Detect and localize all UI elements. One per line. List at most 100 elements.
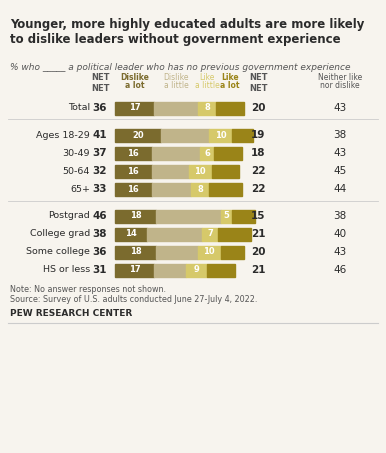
Text: % who _____ a political leader who has no previous government experience: % who _____ a political leader who has n… [10,63,350,72]
Text: Neither like: Neither like [318,73,362,82]
Bar [152,183,191,196]
Text: College grad: College grad [30,230,90,238]
Text: 44: 44 [334,184,347,194]
Text: Younger, more highly educated adults are more likely
to dislike leaders without : Younger, more highly educated adults are… [10,18,364,46]
Text: Note: No answer responses not shown.: Note: No answer responses not shown. [10,285,166,294]
Text: 14: 14 [125,230,137,238]
Text: Ages 18-29: Ages 18-29 [36,130,90,140]
Text: NET: NET [91,84,109,93]
Text: 16: 16 [127,167,139,175]
Text: Dislike: Dislike [120,73,149,82]
Bar [221,209,232,222]
Text: 21: 21 [251,229,265,239]
Text: 31: 31 [93,265,107,275]
Bar [115,146,152,159]
Text: 38: 38 [334,211,347,221]
Text: 22: 22 [251,184,265,194]
Text: 8: 8 [197,184,203,193]
Bar [186,264,207,276]
Text: 8: 8 [204,103,210,112]
Text: Postgrad: Postgrad [48,212,90,221]
Bar [216,101,244,115]
Bar [154,101,198,115]
Bar [212,164,239,178]
Bar [189,164,212,178]
Text: 22: 22 [251,166,265,176]
Bar [198,101,216,115]
Bar [214,146,242,159]
Text: 40: 40 [334,229,347,239]
Bar [152,164,189,178]
Bar [232,129,253,141]
Text: 9: 9 [194,265,200,275]
Bar [232,209,255,222]
Text: 41: 41 [93,130,107,140]
Bar [161,129,209,141]
Text: Total: Total [68,103,90,112]
Text: 18: 18 [130,247,142,256]
Text: a lot: a lot [220,81,240,90]
Text: HS or less: HS or less [43,265,90,275]
Text: PEW RESEARCH CENTER: PEW RESEARCH CENTER [10,309,132,318]
Text: a lot: a lot [125,81,144,90]
Text: 38: 38 [93,229,107,239]
Text: 20: 20 [132,130,144,140]
Text: 33: 33 [93,184,107,194]
Text: 20: 20 [251,247,265,257]
Text: 18: 18 [130,212,142,221]
Bar [156,246,198,259]
Bar [218,227,251,241]
Bar [115,183,152,196]
Text: nor dislike: nor dislike [320,81,360,90]
Text: 43: 43 [334,103,347,113]
Text: 17: 17 [129,265,141,275]
Text: 50-64: 50-64 [63,167,90,175]
Bar [115,246,156,259]
Text: 19: 19 [251,130,265,140]
Text: 20: 20 [251,103,265,113]
Text: NET: NET [249,84,267,93]
Bar [200,146,214,159]
Bar [115,129,161,141]
Text: a little: a little [195,81,219,90]
Text: 37: 37 [93,148,107,158]
Text: 46: 46 [334,265,347,275]
Text: Like: Like [199,73,215,82]
Text: 7: 7 [208,230,213,238]
Text: 10: 10 [215,130,227,140]
Bar [154,264,186,276]
Text: 16: 16 [127,149,139,158]
Text: a little: a little [164,81,188,90]
Text: 32: 32 [93,166,107,176]
Text: 43: 43 [334,247,347,257]
Text: 16: 16 [127,184,139,193]
Text: 5: 5 [223,212,230,221]
Text: Like: Like [221,73,239,82]
Text: 10: 10 [194,167,206,175]
Text: NET: NET [249,73,267,82]
Text: 15: 15 [251,211,265,221]
Text: Dislike: Dislike [163,73,189,82]
Bar [207,264,235,276]
Bar [115,101,154,115]
Text: 18: 18 [251,148,265,158]
Bar [115,264,154,276]
Text: 30-49: 30-49 [63,149,90,158]
Text: 10: 10 [203,247,215,256]
Bar [209,129,232,141]
Bar [209,183,242,196]
Text: 45: 45 [334,166,347,176]
Text: 38: 38 [334,130,347,140]
Bar [115,209,156,222]
Bar [147,227,202,241]
Bar [156,209,221,222]
Text: 43: 43 [334,148,347,158]
Text: 36: 36 [93,247,107,257]
Text: Source: Survey of U.S. adults conducted June 27-July 4, 2022.: Source: Survey of U.S. adults conducted … [10,295,257,304]
Bar [152,146,200,159]
Bar [115,227,147,241]
Text: 65+: 65+ [70,184,90,193]
Text: 17: 17 [129,103,141,112]
Text: Some college: Some college [26,247,90,256]
Text: 6: 6 [204,149,210,158]
